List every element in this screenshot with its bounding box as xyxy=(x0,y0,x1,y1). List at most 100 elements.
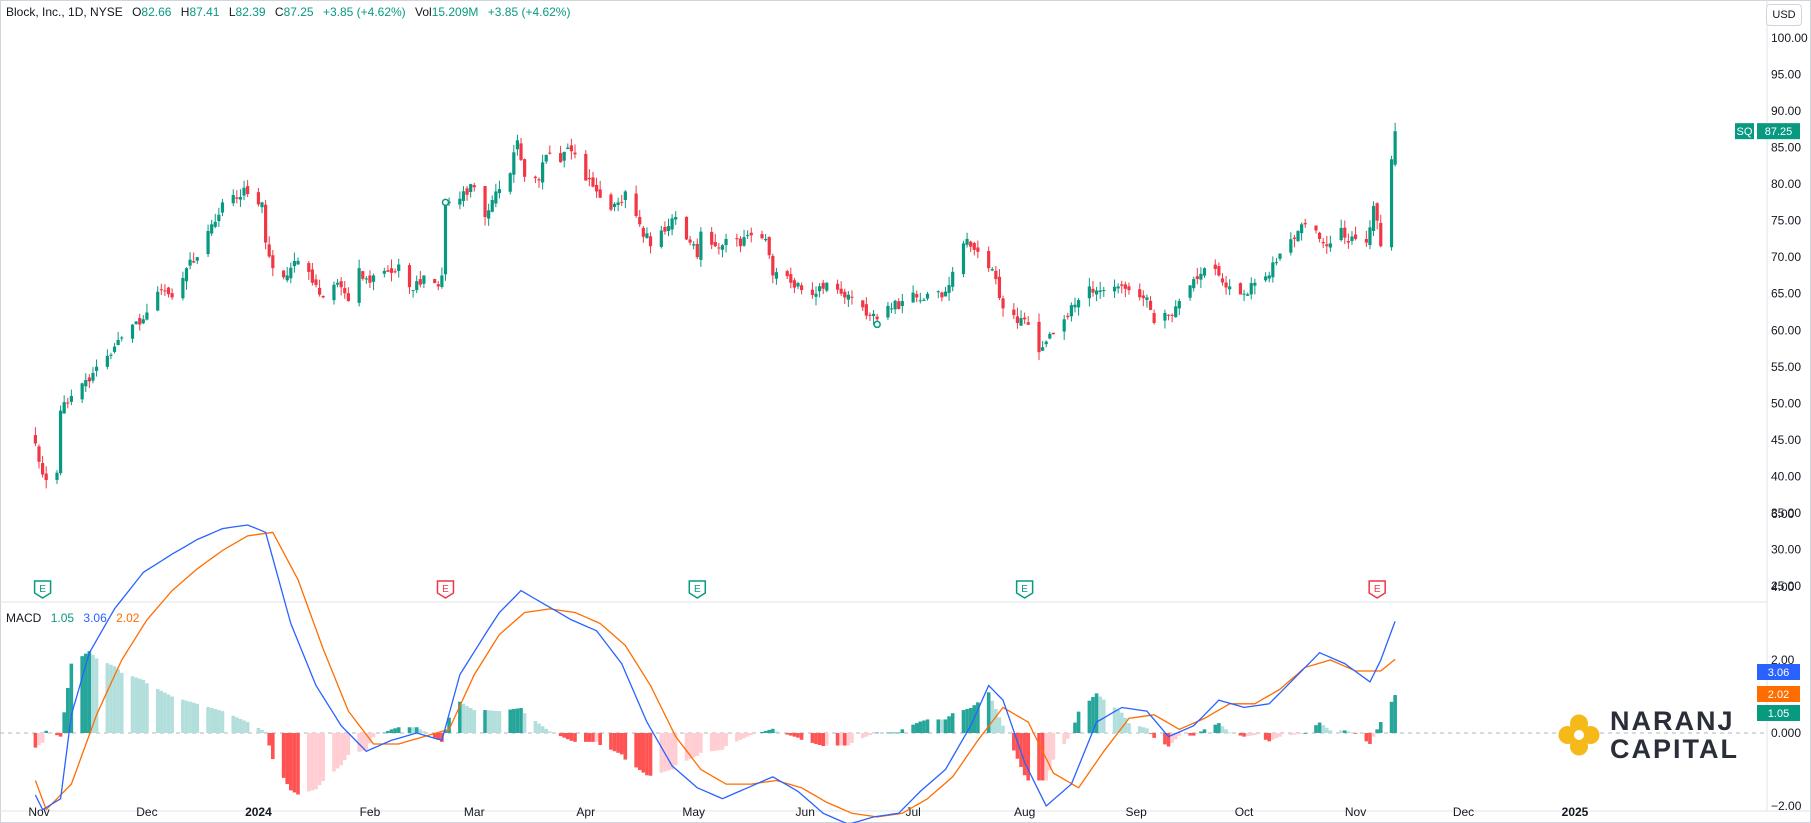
macd-hist-bar xyxy=(310,733,315,791)
macd-hist-bar xyxy=(411,727,415,733)
macd-hist-bar xyxy=(1289,733,1293,736)
macd-hist-bar xyxy=(188,701,192,733)
candle-body xyxy=(1343,227,1347,238)
macd-hist-bar xyxy=(1271,733,1275,740)
candle-body xyxy=(1066,315,1070,318)
macd-hist-bar xyxy=(1015,733,1020,759)
macd-hist-bar xyxy=(134,677,138,733)
candle-body xyxy=(105,355,109,367)
logo-line-1: NARANJ xyxy=(1610,706,1735,736)
candle-body xyxy=(634,193,638,216)
macd-hist-bar xyxy=(486,710,491,733)
candle-body xyxy=(868,314,872,316)
candle-body xyxy=(692,244,696,246)
earnings-badge xyxy=(33,580,52,599)
macd-hist-bar xyxy=(1141,727,1146,733)
macd-value-tag: 1.05 xyxy=(1768,708,1789,720)
macd-hist-bar xyxy=(911,724,915,733)
macd-hist-bar xyxy=(1350,732,1354,734)
candle-body xyxy=(134,321,138,325)
earnings-badge xyxy=(1368,580,1386,599)
candle-body xyxy=(886,305,890,318)
macd-hist-bar xyxy=(317,733,322,786)
macd-hist-bar xyxy=(1065,733,1070,739)
macd-hist-bar xyxy=(637,733,642,771)
macd-hist-bar xyxy=(137,678,142,733)
earnings-marker: E xyxy=(1368,580,1386,599)
macd-hist-bar xyxy=(490,710,495,733)
candle-body xyxy=(785,271,789,277)
macd-tick-label: −2.00 xyxy=(1771,799,1802,813)
macd-title[interactable]: MACD xyxy=(6,611,42,625)
macd-hist-bar xyxy=(321,733,325,781)
macd-hist-bar xyxy=(515,708,520,733)
volume-change: +3.85 (+4.62%) xyxy=(487,5,571,19)
earnings-label: E xyxy=(1021,584,1028,595)
macd-hist-bar xyxy=(565,733,570,740)
candle-body xyxy=(1224,282,1228,288)
candle-body xyxy=(1174,306,1178,318)
candle-body xyxy=(839,288,843,294)
earnings-marker: E xyxy=(436,580,455,599)
candle-body xyxy=(587,177,591,180)
candle-body xyxy=(1041,347,1045,351)
macd-hist-bar xyxy=(1001,725,1005,733)
macd-hist-bar xyxy=(886,732,890,734)
macd-hist-bar xyxy=(155,688,160,733)
macd-hist-bar xyxy=(368,733,372,744)
macd-hist-bar xyxy=(91,654,95,733)
macd-hist-bar xyxy=(925,719,930,733)
macd-hist-bar xyxy=(817,733,822,745)
macd-hist-bar xyxy=(87,651,92,733)
macd-hist-bar xyxy=(609,733,613,750)
price-tick-label: 30.00 xyxy=(1771,542,1801,556)
macd-hist-bar xyxy=(914,723,919,733)
currency-button[interactable]: USD xyxy=(1766,4,1802,26)
candle-body xyxy=(1048,333,1052,339)
candle-body xyxy=(720,245,725,250)
open-label: O xyxy=(132,5,142,19)
candle-body xyxy=(541,162,545,183)
macd-hist-bar xyxy=(346,733,351,755)
candle-body xyxy=(684,216,689,240)
macd-hist-bar xyxy=(166,694,171,733)
low-value: 82.39 xyxy=(235,5,266,19)
macd-hist-bar xyxy=(217,710,221,733)
macd-hist-bar xyxy=(1062,733,1066,744)
macd-hist-bar xyxy=(508,709,513,733)
candle-body xyxy=(594,184,599,192)
macd-hist-bar xyxy=(1040,733,1045,781)
candle-body xyxy=(483,186,487,218)
symbol-title[interactable]: Block, Inc., 1D, NYSE xyxy=(6,5,123,19)
macd-hist-bar xyxy=(760,731,764,733)
candle-body xyxy=(292,261,297,267)
close-value: 87.25 xyxy=(283,5,314,19)
earnings-label: E xyxy=(694,584,701,595)
macd-hist-bar xyxy=(990,700,995,733)
candle-body xyxy=(749,232,753,236)
macd-signal-line xyxy=(34,531,1396,818)
macd-hist-bar xyxy=(871,733,876,734)
candle-body xyxy=(145,312,149,320)
time-tick-label: Mar xyxy=(464,805,485,819)
macd-hist-bar xyxy=(289,733,293,791)
macd-hist-bar xyxy=(699,733,703,753)
candle-body xyxy=(317,287,322,295)
macd-hist-bar xyxy=(842,733,847,746)
price-tick-label: 95.00 xyxy=(1771,68,1801,82)
candle-body xyxy=(591,177,595,187)
candle-body xyxy=(1325,244,1329,247)
candle-body xyxy=(1037,321,1041,353)
candle-body xyxy=(1012,309,1016,316)
candle-body xyxy=(1379,222,1383,247)
macd-hist-bar xyxy=(55,733,59,736)
candle-body xyxy=(512,152,516,175)
macd-hist-bar xyxy=(1278,733,1282,737)
macd-hist-bar xyxy=(44,730,48,733)
price-tick-label: 35.00 xyxy=(1771,506,1801,520)
macd-hist-bar xyxy=(40,733,45,743)
candle-body xyxy=(166,287,171,295)
price-tick-label: 85.00 xyxy=(1771,141,1801,155)
macd-hist-bar xyxy=(634,733,638,768)
